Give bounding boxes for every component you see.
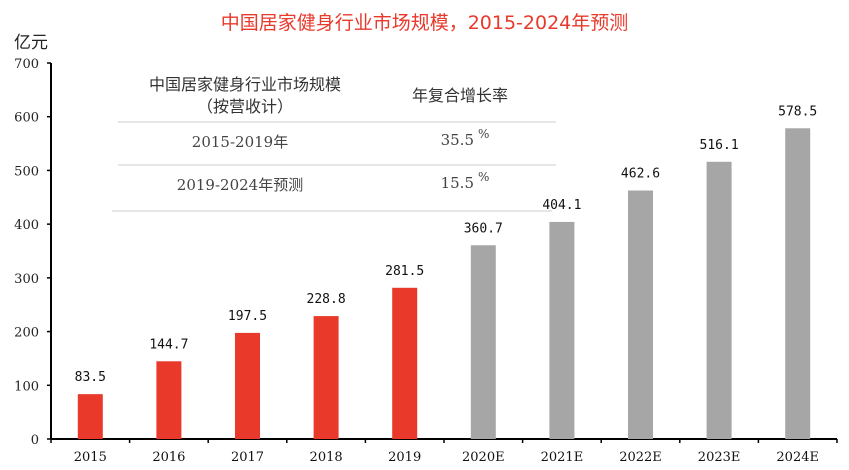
bar-2022E (628, 190, 653, 439)
x-tick-label-2024E: 2024E (776, 450, 819, 465)
bar-2017 (235, 332, 260, 439)
x-tick-label-2023E: 2023E (698, 450, 741, 465)
bar-2023E (706, 161, 732, 439)
table-row-cagr: 35.5% (420, 127, 510, 149)
data-label-2018: 228.8 (307, 292, 346, 307)
x-tick-label-2016: 2016 (152, 450, 185, 465)
data-label-2015: 83.5 (75, 370, 106, 385)
data-label-2023E: 516.1 (700, 138, 739, 153)
bar-2021E (549, 221, 575, 439)
x-tick-label-2015: 2015 (74, 450, 107, 465)
bar-2024E (785, 128, 811, 439)
table-divider (112, 210, 552, 212)
table-row-period: 2019-2024年预测 (176, 176, 304, 194)
table-divider (118, 121, 556, 123)
cagr-value: 35.5 (440, 131, 474, 149)
y-tick-label: 500 (14, 164, 39, 179)
table-header-market-size: 中国居家健身行业市场规模 （按营收计） (110, 74, 380, 118)
y-tick-label: 700 (14, 57, 39, 72)
bar-2019 (392, 287, 418, 439)
y-tick-label: 300 (14, 272, 39, 287)
data-label-2024E: 578.5 (778, 104, 817, 119)
data-label-2017: 197.5 (228, 309, 267, 324)
table-divider (118, 164, 556, 166)
data-label-2021E: 404.1 (542, 198, 581, 213)
x-tick-label-2018: 2018 (310, 450, 343, 465)
x-tick-label-2020E: 2020E (462, 450, 505, 465)
y-tick-label: 0 (31, 433, 39, 448)
bar-2020E (470, 245, 496, 439)
y-tick-label: 200 (14, 326, 39, 341)
y-axis-unit-label: 亿元 (14, 33, 48, 53)
y-tick-label: 100 (14, 379, 39, 394)
data-label-2019: 281.5 (385, 264, 424, 279)
data-label-2016: 144.7 (149, 337, 188, 352)
bar-2018 (313, 316, 339, 439)
cagr-value: 15.5 (440, 174, 474, 192)
percent-sign: % (478, 127, 490, 141)
table-header-cagr: 年复合增长率 (411, 86, 508, 105)
bar-2015 (77, 394, 103, 439)
data-label-2020E: 360.7 (464, 221, 503, 236)
x-tick-label-2022E: 2022E (619, 450, 662, 465)
table-header-market-size-line2: （按营收计） (196, 97, 293, 116)
x-tick-label-2017: 2017 (231, 450, 264, 465)
data-label-2022E: 462.6 (621, 167, 660, 182)
chart-title: 中国居家健身行业市场规模，2015-2024年预测 (220, 12, 629, 34)
y-tick-label: 600 (14, 111, 39, 126)
percent-sign: % (478, 170, 490, 184)
x-tick-label-2021E: 2021E (541, 450, 584, 465)
bar-2016 (156, 361, 182, 439)
table-row-period: 2015-2019年 (191, 133, 289, 151)
table-row-cagr: 15.5% (420, 170, 510, 192)
x-tick-label-2019: 2019 (388, 450, 421, 465)
y-tick-label: 400 (14, 218, 39, 233)
table-header-market-size-line1: 中国居家健身行业市场规模 (148, 75, 341, 94)
